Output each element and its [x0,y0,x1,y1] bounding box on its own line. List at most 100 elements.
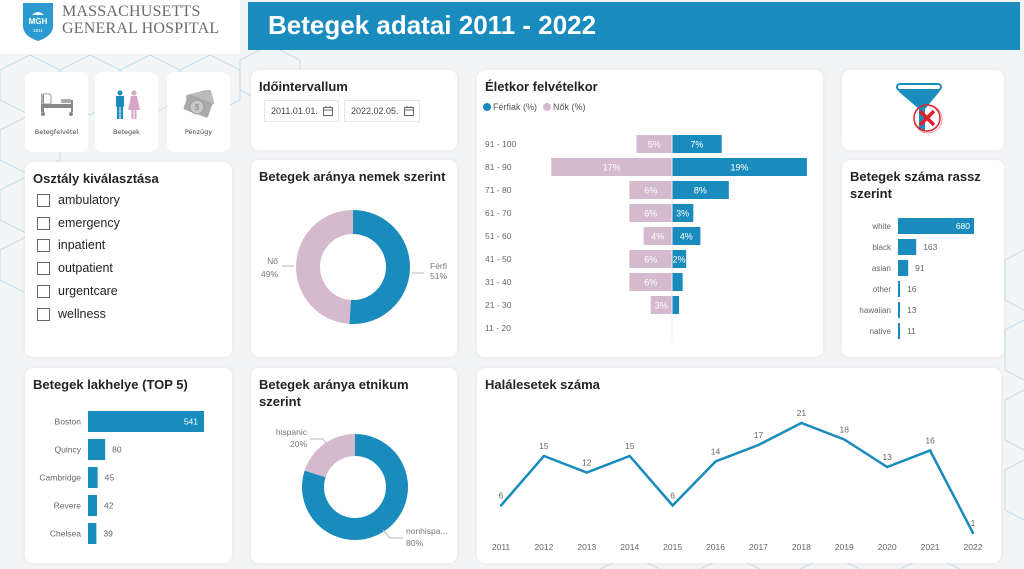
nav-button-betegfelvetel[interactable]: Betegfelvétel [25,72,88,152]
option-label: urgentcare [58,284,118,298]
legend-item-male[interactable]: Férfiak (%) [493,102,538,112]
x-tick-label: 2020 [878,542,897,552]
x-tick-label: 2012 [534,542,553,552]
money-icon: $ [183,90,214,118]
deaths-point [757,443,760,447]
female-bar [629,250,672,268]
residence-bar [88,523,97,544]
race-category-label: white [871,222,891,231]
x-tick-label: 2015 [663,542,682,552]
female-bar-label: 4% [651,232,664,242]
male-bar [672,158,807,176]
race-category-label: native [870,327,892,336]
deaths-data-label: 17 [754,430,764,440]
female-bar [636,135,672,153]
legend-item-female[interactable]: Nők (%) [553,102,586,112]
start-date-input[interactable]: 2011.01.01. [264,100,339,122]
deaths-point [585,471,589,474]
male-bar [672,296,680,314]
department-option-inpatient[interactable]: inpatient [37,235,105,255]
department-slicer-card: Osztály kiválasztása ambulatory emergenc… [25,162,232,357]
race-value-label: 91 [915,263,925,273]
option-label: outpatient [58,261,113,275]
option-label: wellness [58,307,106,321]
female-bar [629,273,672,291]
race-value-label: 163 [923,242,937,252]
checkbox[interactable] [37,216,50,230]
female-bar [551,158,672,176]
female-bar-label: 3% [655,301,668,311]
calendar-icon[interactable] [404,106,414,116]
female-bar [629,181,672,199]
chart-title: Halálesetek száma [485,377,600,392]
residence-bar-chart: Boston 541 Quincy 80 Cambridge 45 Revere 42 Chel… [39,411,204,544]
option-label: inpatient [58,238,106,252]
residence-chart-card: Betegek lakhelye (TOP 5) Boston 541 Quincy… [25,368,232,563]
residence-category-label: Chelsea [50,529,81,539]
leader-line [310,438,330,448]
male-bar-label: 3% [676,209,689,219]
female-bar-label: 6% [644,255,657,265]
deaths-point [971,531,975,535]
donut-slice-hispanic [304,434,355,478]
deaths-data-label: 15 [625,441,635,451]
female-bar-label: 6% [644,186,657,196]
clear-filter-button[interactable] [842,70,1004,150]
deaths-point [800,421,803,425]
end-date-input[interactable]: 2022.02.05. [344,100,420,122]
male-bar-label: 7% [690,140,703,150]
checkbox[interactable] [37,193,50,207]
checkbox[interactable] [37,284,50,298]
residence-category-label: Revere [54,501,82,511]
department-option-wellness[interactable]: wellness [37,304,106,324]
race-category-label: asian [872,264,891,273]
female-bar [629,204,672,222]
hospital-bed-icon [40,93,73,116]
checkbox[interactable] [37,307,50,321]
chart-title: Betegek aránya etnikum szerint [259,377,409,409]
female-bar [643,227,672,245]
department-option-ambulatory[interactable]: ambulatory [37,190,120,210]
department-option-emergency[interactable]: emergency [37,213,120,233]
deaths-data-label: 15 [539,441,549,451]
checkbox[interactable] [37,261,50,275]
start-date-value: 2011.01.01. [271,106,318,116]
slice-label: nonhispa... [406,526,448,536]
nav-label: Betegek [113,128,140,136]
male-bar [672,135,722,153]
logo-year-text: 1811 [33,28,43,33]
deaths-data-label: 6 [670,491,675,501]
male-bar [672,273,683,291]
nav-button-penzugy[interactable]: $ Pénzügy [167,72,230,152]
female-bar [650,296,672,314]
checkbox[interactable] [37,238,50,252]
department-option-urgentcare[interactable]: urgentcare [37,281,118,301]
man-woman-icon [115,90,140,119]
header-bar: Betegek adatai 2011 - 2022 [248,2,1020,50]
nav-label: Pénzügy [184,128,213,136]
race-bar [898,239,917,255]
age-category-label: 71 - 80 [485,185,512,195]
deaths-point [714,460,717,463]
female-bar-label: 6% [644,278,657,288]
race-category-label: hawaiian [859,306,891,315]
logo-name-line1: MASSACHUSETTS [62,3,201,20]
nav-button-betegek[interactable]: Betegek [95,72,158,152]
age-category-label: 31 - 40 [485,277,512,287]
logo-emblem-text: MGH [29,17,48,26]
female-bar-label: 17% [603,163,621,173]
residence-value-label: 80 [112,445,122,455]
x-tick-label: 2021 [921,542,940,552]
age-category-label: 61 - 70 [485,208,512,218]
gender-chart-card: Betegek aránya nemek szerint Férfi 51% Nő 4… [251,160,457,357]
x-tick-label: 2018 [792,542,811,552]
calendar-icon[interactable] [323,106,333,116]
male-bar [672,250,687,268]
deaths-point [843,438,846,441]
department-option-outpatient[interactable]: outpatient [37,258,113,278]
nav-label: Betegfelvétel [34,128,79,136]
chart-title: Betegek lakhelye (TOP 5) [33,377,188,392]
donut-slice-nő [295,210,353,324]
deaths-series-line [500,421,975,534]
